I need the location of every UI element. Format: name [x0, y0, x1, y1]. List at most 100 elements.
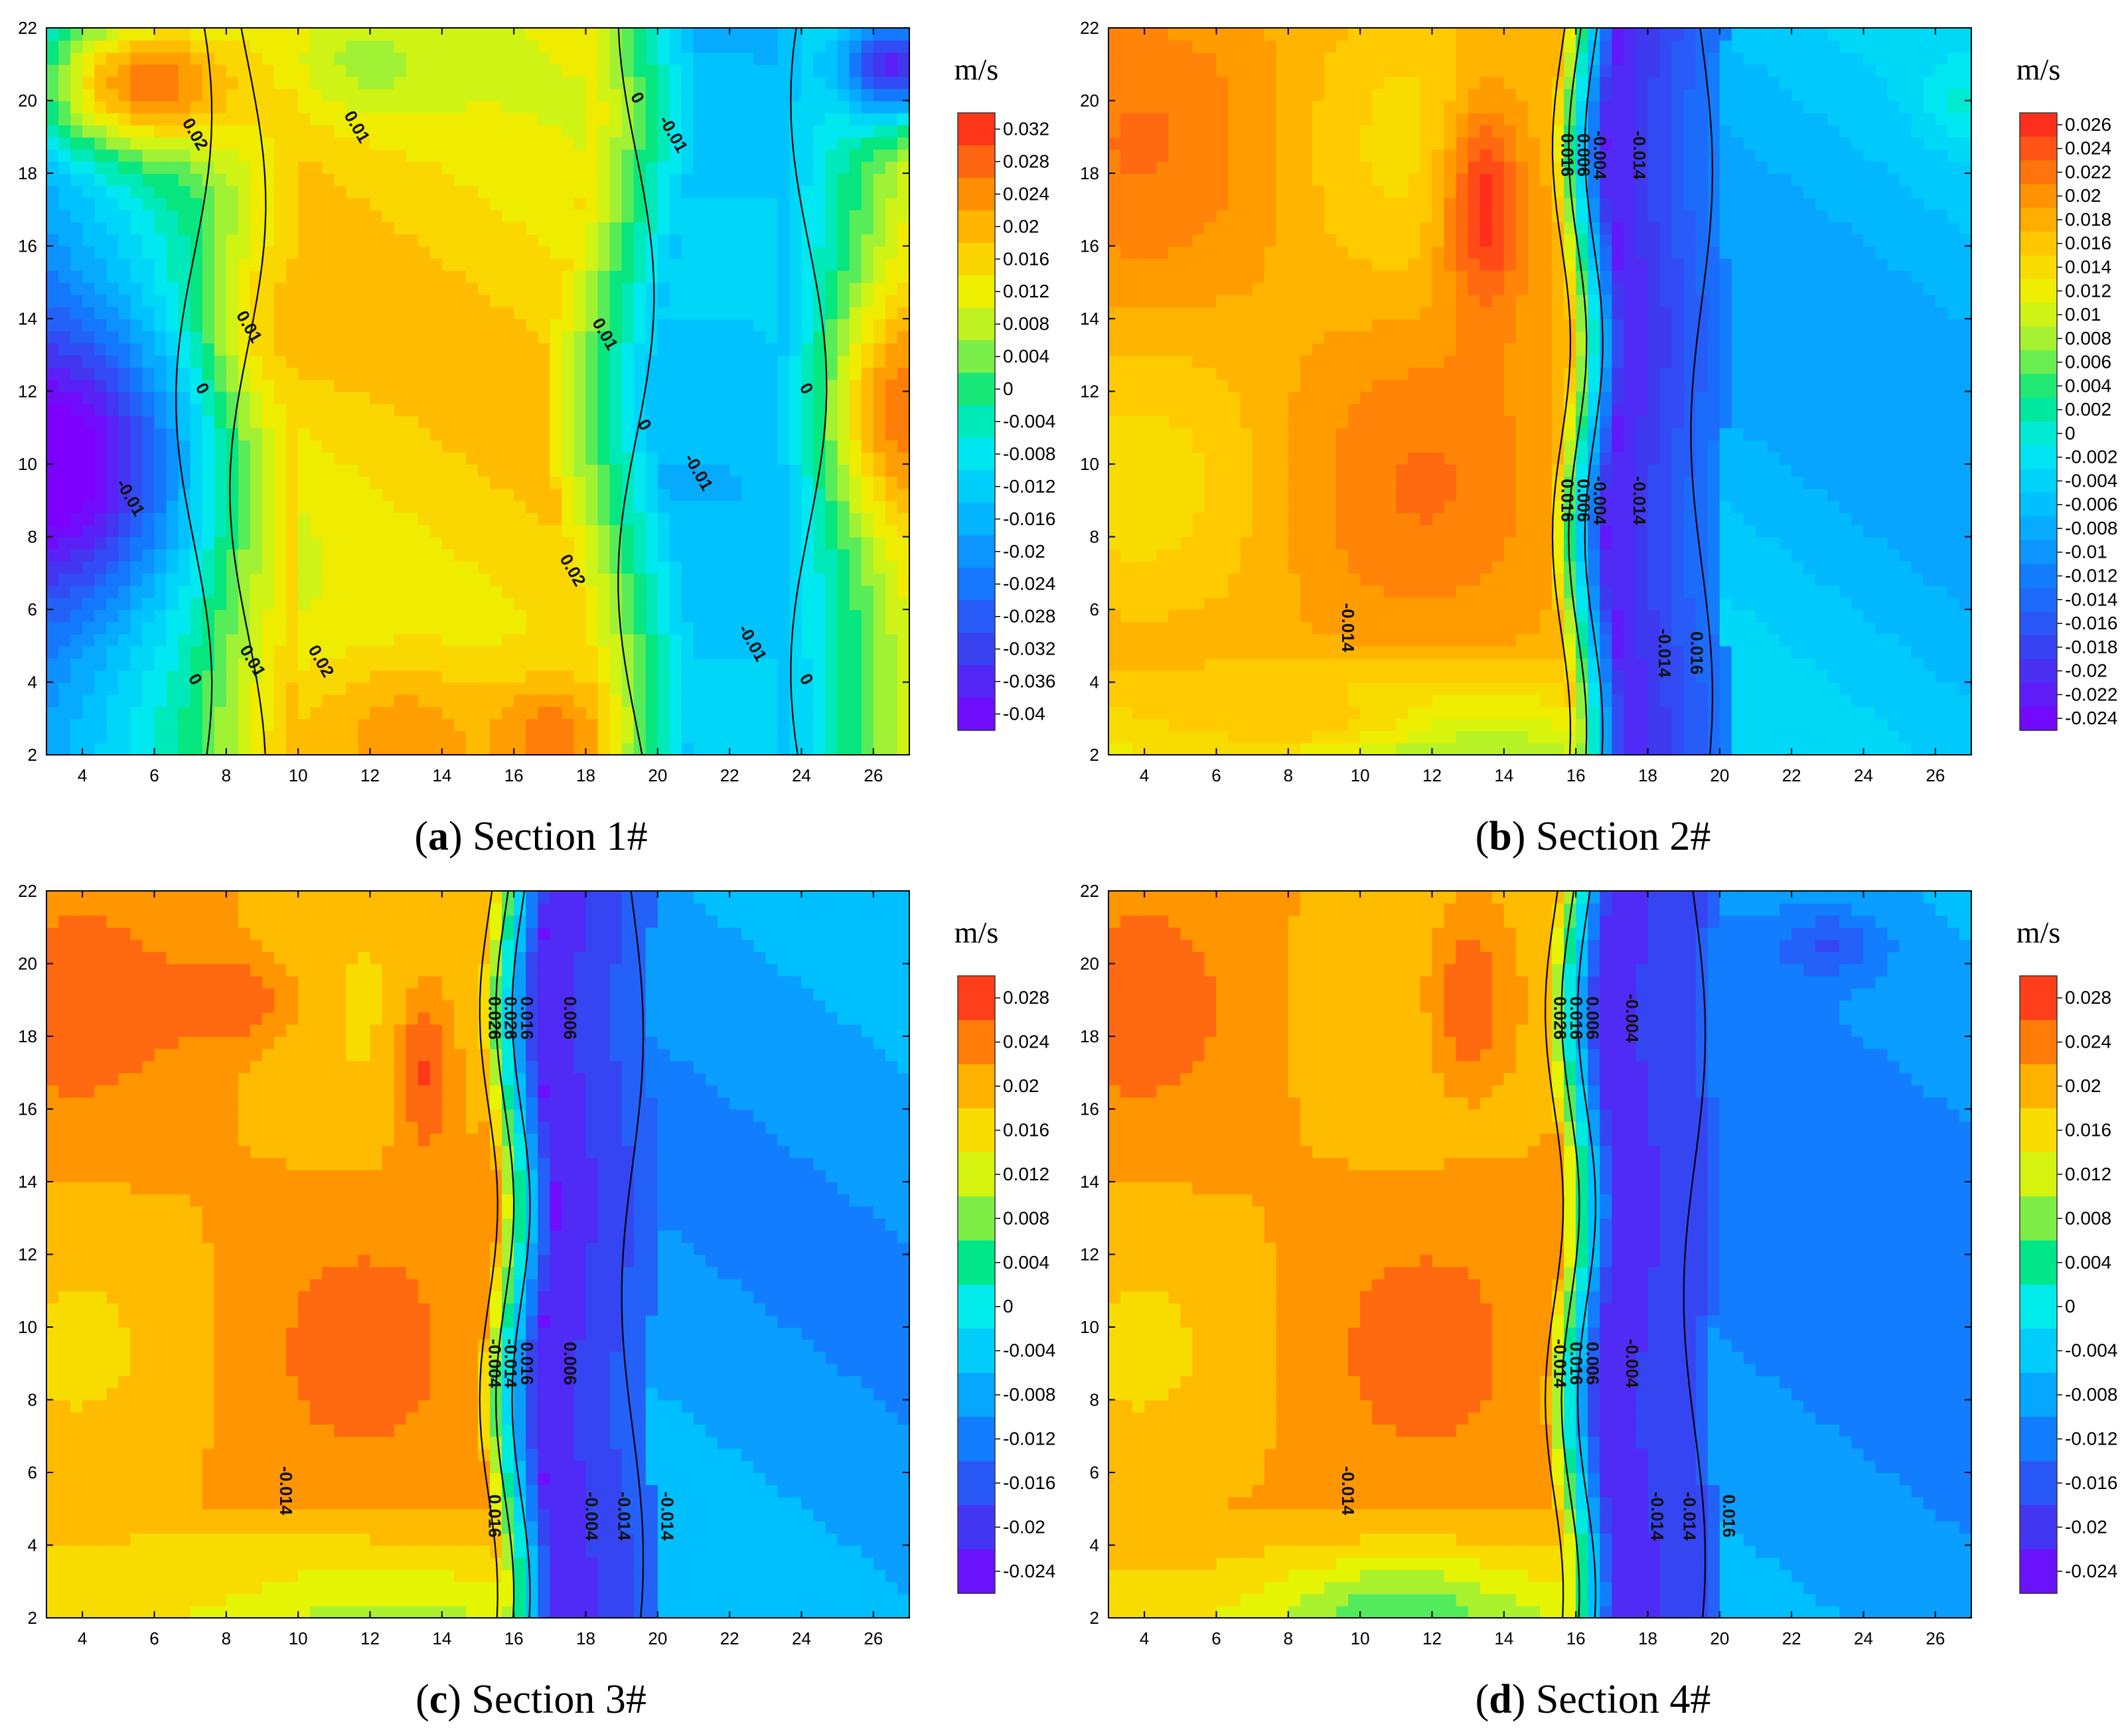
field-cell: [789, 416, 802, 429]
field-cell: [885, 670, 898, 683]
field-cell: [1180, 391, 1193, 404]
field-cell: [142, 197, 155, 210]
field-cell: [765, 319, 779, 332]
field-cell: [298, 488, 311, 501]
field-cell: [789, 100, 802, 114]
field-cell: [58, 536, 72, 550]
field-cell: [585, 585, 599, 598]
field-cell: [202, 112, 215, 125]
field-cell: [718, 173, 731, 187]
field-cell: [741, 222, 755, 235]
field-cell: [358, 246, 371, 259]
field-cell: [861, 561, 874, 574]
field-cell: [154, 500, 167, 513]
field-cell: [849, 367, 862, 380]
field-cell: [1144, 403, 1158, 416]
field-cell: [1156, 730, 1170, 744]
field-cell: [130, 428, 143, 441]
field-cell: [825, 270, 838, 283]
field-cell: [573, 742, 587, 755]
field-cell: [46, 355, 59, 368]
field-cell: [262, 682, 275, 695]
field-cell: [1108, 367, 1121, 380]
field-cell: [202, 513, 215, 526]
field-cell: [94, 112, 108, 125]
field-cell: [154, 403, 167, 416]
field-cell: [334, 718, 347, 732]
field-cell: [94, 464, 108, 477]
field-cell: [562, 439, 575, 453]
field-cell: [453, 173, 467, 187]
field-cell: [897, 416, 910, 429]
field-cell: [657, 730, 670, 744]
field-cell: [669, 621, 682, 635]
field-cell: [514, 633, 527, 647]
field-cell: [1108, 597, 1121, 610]
field-cell: [417, 585, 431, 598]
field-cell: [1180, 524, 1193, 538]
field-cell: [490, 451, 503, 465]
field-cell: [490, 209, 503, 222]
field-cell: [417, 222, 431, 235]
field-cell: [502, 536, 515, 550]
field-cell: [94, 28, 108, 41]
field-cell: [873, 694, 886, 707]
field-cell: [262, 428, 275, 441]
field-cell: [465, 343, 479, 356]
field-cell: [106, 500, 119, 513]
field-cell: [706, 694, 719, 707]
field-cell: [465, 161, 479, 174]
field-cell: [897, 306, 910, 319]
field-cell: [394, 88, 407, 102]
field-cell: [550, 645, 563, 659]
field-cell: [861, 645, 874, 659]
field-cell: [417, 161, 431, 174]
field-cell: [645, 403, 658, 416]
field-cell: [741, 536, 755, 550]
field-cell: [526, 621, 539, 635]
field-cell: [538, 294, 551, 307]
field-cell: [262, 645, 275, 659]
field-cell: [274, 573, 287, 586]
field-cell: [1156, 633, 1170, 647]
field-cell: [694, 451, 706, 465]
field-cell: [801, 222, 814, 235]
field-cell: [645, 112, 658, 125]
field-cell: [538, 585, 551, 598]
field-cell: [190, 149, 203, 162]
field-cell: [597, 76, 611, 90]
field-cell: [706, 367, 719, 380]
field-cell: [885, 88, 898, 102]
field-cell: [274, 355, 287, 368]
field-cell: [382, 149, 395, 162]
field-cell: [1168, 706, 1181, 720]
field-cell: [885, 343, 898, 356]
field-cell: [82, 173, 96, 187]
field-cell: [765, 137, 779, 150]
field-cell: [358, 416, 371, 429]
field-cell: [562, 173, 575, 187]
field-cell: [130, 416, 143, 429]
field-cell: [441, 633, 455, 647]
field-cell: [406, 513, 419, 526]
field-cell: [190, 428, 203, 441]
field-cell: [657, 439, 670, 453]
field-cell: [1144, 561, 1158, 574]
field-cell: [789, 76, 802, 90]
field-cell: [358, 513, 371, 526]
field-cell: [370, 730, 383, 744]
field-cell: [585, 742, 599, 755]
field-cell: [706, 658, 719, 671]
field-cell: [597, 416, 611, 429]
field-cell: [298, 500, 311, 513]
field-cell: [777, 403, 791, 416]
field-cell: [526, 209, 539, 222]
field-cell: [190, 488, 203, 501]
field-cell: [789, 173, 802, 187]
field-cell: [322, 234, 335, 247]
field-cell: [382, 500, 395, 513]
field-cell: [550, 670, 563, 683]
field-cell: [741, 730, 755, 744]
field-cell: [1144, 488, 1158, 501]
field-cell: [118, 306, 131, 319]
